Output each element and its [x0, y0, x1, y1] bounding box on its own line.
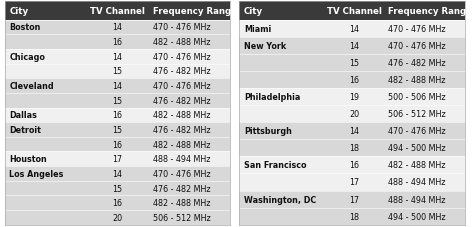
- Text: Boston: Boston: [9, 23, 41, 32]
- Text: 14: 14: [349, 25, 359, 34]
- Text: 470 - 476 MHz: 470 - 476 MHz: [388, 25, 446, 34]
- Text: TV Channel: TV Channel: [327, 7, 382, 16]
- Bar: [239, 2, 465, 20]
- Text: Frequency Range: Frequency Range: [388, 7, 472, 16]
- Bar: [239, 54, 465, 72]
- Text: 476 - 482 MHz: 476 - 482 MHz: [153, 96, 211, 105]
- Bar: [5, 195, 230, 210]
- Text: 482 - 488 MHz: 482 - 488 MHz: [153, 140, 211, 149]
- Text: 470 - 476 MHz: 470 - 476 MHz: [388, 42, 446, 51]
- Text: 494 - 500 MHz: 494 - 500 MHz: [388, 212, 446, 221]
- Text: Washington, DC: Washington, DC: [244, 195, 316, 204]
- Text: Detroit: Detroit: [9, 126, 41, 134]
- Text: 14: 14: [349, 127, 359, 136]
- Bar: [5, 181, 230, 195]
- Bar: [5, 79, 230, 94]
- Text: 16: 16: [112, 111, 122, 120]
- Text: 14: 14: [112, 23, 122, 32]
- Text: 18: 18: [349, 144, 359, 153]
- Bar: [239, 20, 465, 37]
- Text: 470 - 476 MHz: 470 - 476 MHz: [153, 23, 211, 32]
- Text: 15: 15: [112, 184, 122, 193]
- Text: 470 - 476 MHz: 470 - 476 MHz: [153, 82, 211, 91]
- Bar: [239, 89, 465, 106]
- Text: 17: 17: [349, 178, 359, 187]
- Text: 15: 15: [112, 96, 122, 105]
- Text: 476 - 482 MHz: 476 - 482 MHz: [153, 184, 211, 193]
- Bar: [239, 191, 465, 208]
- Text: Cleveland: Cleveland: [9, 82, 54, 91]
- Text: 14: 14: [112, 52, 122, 62]
- Bar: [5, 64, 230, 79]
- Text: 482 - 488 MHz: 482 - 488 MHz: [153, 111, 211, 120]
- Text: 494 - 500 MHz: 494 - 500 MHz: [388, 144, 446, 153]
- Text: 482 - 488 MHz: 482 - 488 MHz: [153, 198, 211, 207]
- Bar: [5, 2, 230, 20]
- Text: 470 - 476 MHz: 470 - 476 MHz: [388, 127, 446, 136]
- Text: 476 - 482 MHz: 476 - 482 MHz: [153, 67, 211, 76]
- Text: 488 - 494 MHz: 488 - 494 MHz: [153, 155, 211, 164]
- Text: City: City: [244, 7, 263, 16]
- Text: 16: 16: [349, 76, 359, 84]
- Text: New York: New York: [244, 42, 286, 51]
- Text: San Francisco: San Francisco: [244, 161, 306, 170]
- Text: Los Angeles: Los Angeles: [9, 169, 64, 178]
- Text: 20: 20: [349, 110, 359, 118]
- Bar: [5, 123, 230, 137]
- Bar: [5, 166, 230, 181]
- Text: 16: 16: [112, 198, 122, 207]
- Text: Chicago: Chicago: [9, 52, 45, 62]
- Text: 17: 17: [349, 195, 359, 204]
- Text: 506 - 512 MHz: 506 - 512 MHz: [153, 213, 211, 222]
- Bar: [5, 152, 230, 166]
- Text: Frequency Range: Frequency Range: [153, 7, 237, 16]
- Text: 482 - 488 MHz: 482 - 488 MHz: [388, 76, 446, 84]
- Bar: [5, 108, 230, 123]
- Text: 16: 16: [112, 140, 122, 149]
- Bar: [239, 157, 465, 174]
- Text: 488 - 494 MHz: 488 - 494 MHz: [388, 178, 446, 187]
- Bar: [239, 72, 465, 89]
- Text: 15: 15: [112, 126, 122, 134]
- Bar: [239, 208, 465, 225]
- Text: 18: 18: [349, 212, 359, 221]
- Text: 488 - 494 MHz: 488 - 494 MHz: [388, 195, 446, 204]
- Bar: [5, 137, 230, 152]
- Text: 500 - 506 MHz: 500 - 506 MHz: [388, 93, 446, 101]
- Bar: [239, 37, 465, 54]
- Text: 17: 17: [112, 155, 122, 164]
- Bar: [5, 50, 230, 64]
- Text: Philadelphia: Philadelphia: [244, 93, 300, 101]
- Text: Houston: Houston: [9, 155, 47, 164]
- Text: 14: 14: [112, 82, 122, 91]
- Text: 476 - 482 MHz: 476 - 482 MHz: [153, 126, 211, 134]
- Text: 16: 16: [349, 161, 359, 170]
- Text: 20: 20: [112, 213, 122, 222]
- Text: 14: 14: [349, 42, 359, 51]
- Text: 506 - 512 MHz: 506 - 512 MHz: [388, 110, 446, 118]
- Bar: [239, 106, 465, 123]
- Text: 16: 16: [112, 38, 122, 47]
- Text: 19: 19: [349, 93, 359, 101]
- Bar: [239, 140, 465, 157]
- Bar: [5, 35, 230, 50]
- Text: 470 - 476 MHz: 470 - 476 MHz: [153, 52, 211, 62]
- Text: 476 - 482 MHz: 476 - 482 MHz: [388, 59, 446, 68]
- Text: 470 - 476 MHz: 470 - 476 MHz: [153, 169, 211, 178]
- Text: TV Channel: TV Channel: [90, 7, 145, 16]
- Text: 482 - 488 MHz: 482 - 488 MHz: [153, 38, 211, 47]
- Text: Pittsburgh: Pittsburgh: [244, 127, 292, 136]
- Text: 15: 15: [112, 67, 122, 76]
- Text: 14: 14: [112, 169, 122, 178]
- Text: 482 - 488 MHz: 482 - 488 MHz: [388, 161, 446, 170]
- Bar: [239, 174, 465, 191]
- Text: 15: 15: [349, 59, 359, 68]
- Bar: [5, 94, 230, 108]
- Bar: [239, 123, 465, 140]
- Bar: [5, 210, 230, 225]
- Text: Miami: Miami: [244, 25, 271, 34]
- Text: City: City: [9, 7, 28, 16]
- Bar: [5, 20, 230, 35]
- Text: Dallas: Dallas: [9, 111, 37, 120]
